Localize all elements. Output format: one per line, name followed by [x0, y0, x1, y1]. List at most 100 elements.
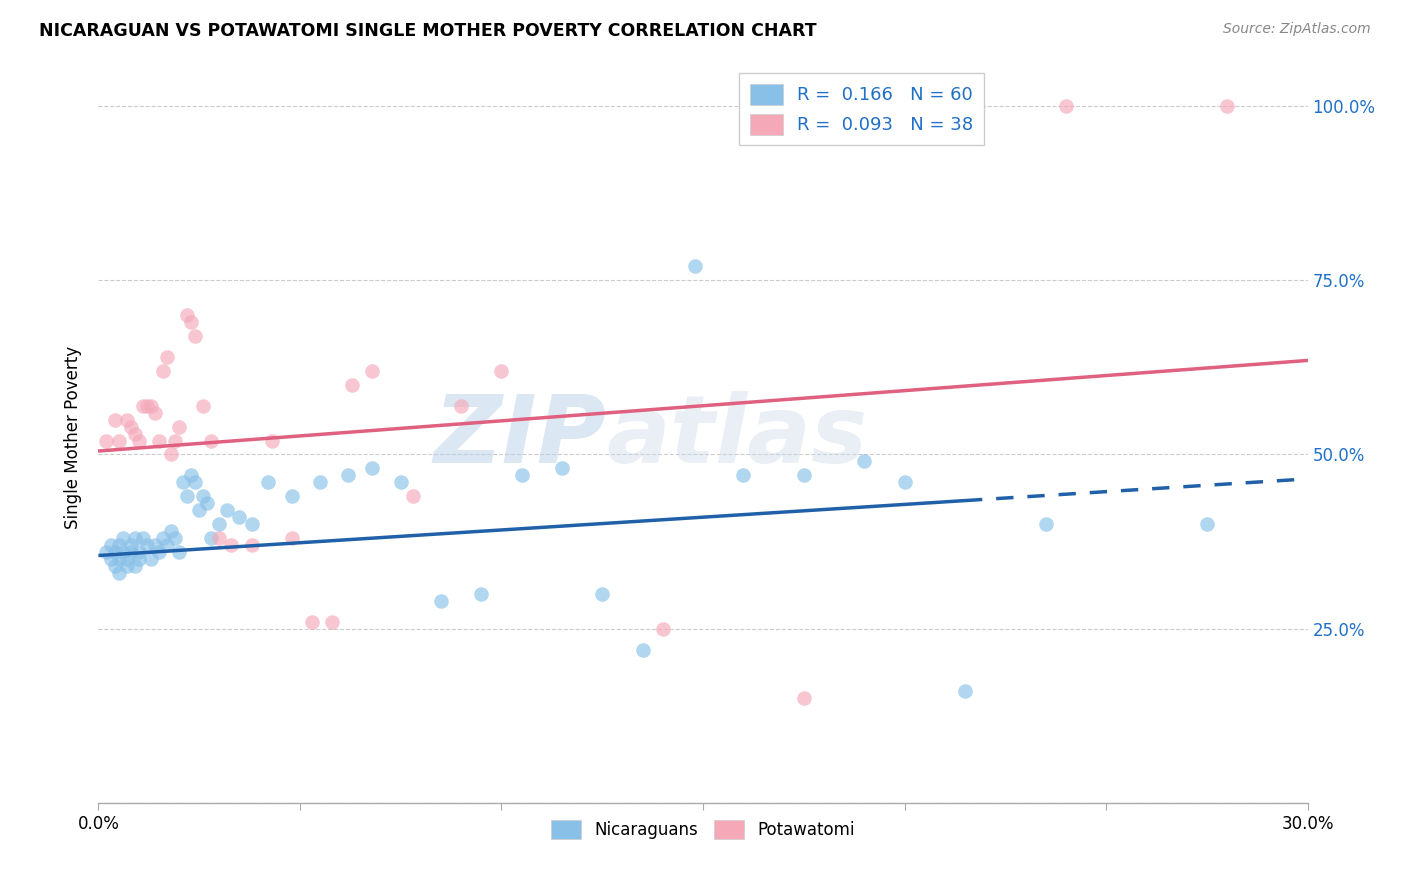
- Point: [163, 531, 186, 545]
- Point: [184, 329, 207, 343]
- Point: [172, 475, 194, 490]
- Point: [281, 531, 304, 545]
- Point: [103, 558, 125, 573]
- Point: [107, 566, 129, 580]
- Point: [953, 684, 976, 698]
- Point: [450, 399, 472, 413]
- Point: [128, 434, 150, 448]
- Point: [143, 406, 166, 420]
- Point: [167, 419, 190, 434]
- Point: [100, 552, 122, 566]
- Point: [120, 545, 142, 559]
- Point: [591, 587, 613, 601]
- Point: [321, 615, 343, 629]
- Point: [470, 587, 492, 601]
- Text: Source: ZipAtlas.com: Source: ZipAtlas.com: [1223, 22, 1371, 37]
- Point: [551, 461, 574, 475]
- Point: [143, 538, 166, 552]
- Point: [96, 434, 118, 448]
- Point: [124, 531, 146, 545]
- Point: [111, 531, 134, 545]
- Point: [193, 399, 215, 413]
- Point: [120, 538, 142, 552]
- Point: [103, 545, 125, 559]
- Point: [176, 489, 198, 503]
- Point: [100, 538, 122, 552]
- Point: [361, 364, 384, 378]
- Point: [180, 315, 202, 329]
- Point: [135, 399, 157, 413]
- Point: [1054, 99, 1077, 113]
- Point: [195, 496, 218, 510]
- Point: [240, 538, 263, 552]
- Point: [221, 538, 243, 552]
- Point: [631, 642, 654, 657]
- Point: [152, 364, 174, 378]
- Point: [132, 399, 155, 413]
- Point: [107, 552, 129, 566]
- Point: [793, 468, 815, 483]
- Point: [200, 531, 222, 545]
- Point: [208, 531, 231, 545]
- Point: [124, 426, 146, 441]
- Point: [115, 412, 138, 426]
- Point: [167, 545, 190, 559]
- Point: [128, 545, 150, 559]
- Point: [139, 552, 162, 566]
- Point: [120, 419, 142, 434]
- Point: [135, 538, 157, 552]
- Point: [184, 475, 207, 490]
- Point: [180, 468, 202, 483]
- Point: [148, 434, 170, 448]
- Point: [301, 615, 323, 629]
- Point: [683, 260, 706, 274]
- Point: [1035, 517, 1057, 532]
- Point: [152, 531, 174, 545]
- Point: [176, 308, 198, 322]
- Point: [111, 545, 134, 559]
- Point: [342, 377, 364, 392]
- Point: [402, 489, 425, 503]
- Point: [361, 461, 384, 475]
- Point: [853, 454, 876, 468]
- Point: [160, 524, 183, 538]
- Point: [200, 434, 222, 448]
- Point: [1195, 517, 1218, 532]
- Point: [510, 468, 533, 483]
- Point: [260, 434, 283, 448]
- Point: [128, 552, 150, 566]
- Point: [389, 475, 412, 490]
- Point: [256, 475, 278, 490]
- Point: [156, 538, 179, 552]
- Point: [103, 412, 125, 426]
- Point: [115, 552, 138, 566]
- Point: [107, 434, 129, 448]
- Point: [156, 350, 179, 364]
- Point: [337, 468, 360, 483]
- Point: [139, 399, 162, 413]
- Point: [240, 517, 263, 532]
- Point: [228, 510, 250, 524]
- Y-axis label: Single Mother Poverty: Single Mother Poverty: [65, 345, 83, 529]
- Point: [148, 545, 170, 559]
- Point: [309, 475, 332, 490]
- Point: [793, 691, 815, 706]
- Point: [107, 538, 129, 552]
- Point: [893, 475, 915, 490]
- Point: [281, 489, 304, 503]
- Point: [217, 503, 239, 517]
- Point: [651, 622, 673, 636]
- Point: [193, 489, 215, 503]
- Text: NICARAGUAN VS POTAWATOMI SINGLE MOTHER POVERTY CORRELATION CHART: NICARAGUAN VS POTAWATOMI SINGLE MOTHER P…: [39, 22, 817, 40]
- Point: [188, 503, 211, 517]
- Point: [1216, 99, 1239, 113]
- Point: [208, 517, 231, 532]
- Point: [160, 448, 183, 462]
- Point: [163, 434, 186, 448]
- Point: [733, 468, 755, 483]
- Text: atlas: atlas: [606, 391, 868, 483]
- Point: [96, 545, 118, 559]
- Point: [132, 531, 155, 545]
- Legend: Nicaraguans, Potawatomi: Nicaraguans, Potawatomi: [541, 810, 865, 849]
- Point: [491, 364, 513, 378]
